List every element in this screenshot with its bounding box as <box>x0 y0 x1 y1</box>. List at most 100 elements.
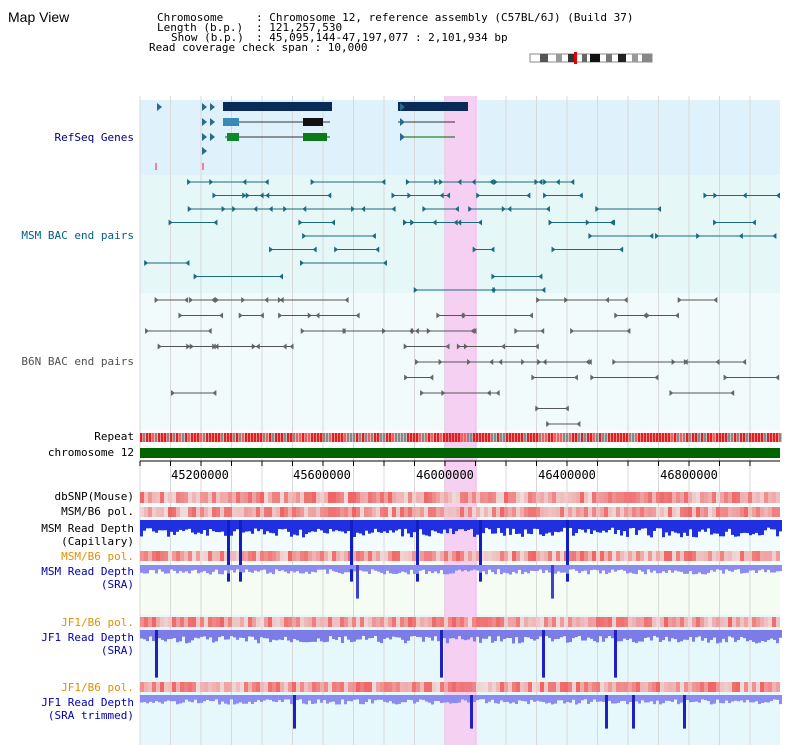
jf1-sra-depth-bar <box>152 630 155 642</box>
jf1-b6-pol-heat-cell <box>624 617 628 627</box>
repeat-block <box>695 433 698 442</box>
msm-b6-pol-heat-cell <box>208 507 212 517</box>
jf1-b6-pol2-heat-cell <box>672 682 676 692</box>
msm-capillary-depth-bar <box>467 520 470 530</box>
jf1-b6-pol-heat-cell <box>436 617 440 627</box>
msm-bac-end <box>410 219 415 226</box>
jf1-b6-pol2-heat-cell <box>328 682 332 692</box>
msm-b6-pol2-heat-cell <box>648 551 652 561</box>
msm-b6-pol-heat-cell <box>556 507 560 517</box>
jf1-b6-pol2-heat-cell <box>460 682 464 692</box>
jf1-trim-depth-bar <box>470 695 473 729</box>
dbsnp-heat-cell <box>664 492 668 503</box>
msm-capillary-depth-bar <box>425 520 428 536</box>
jf1-b6-pol2-heat-cell <box>508 682 512 692</box>
jf1-sra-depth-bar <box>740 630 743 637</box>
repeat-block <box>152 433 155 442</box>
dbsnp-heat-cell <box>216 492 220 503</box>
repeat-block <box>149 433 152 442</box>
msm-b6-pol-heat-cell <box>724 507 728 517</box>
jf1-b6-pol2-heat-cell <box>416 682 420 692</box>
msm-bac-end <box>375 246 380 253</box>
msm-bac-end <box>578 192 583 199</box>
msm-capillary-depth-bar <box>398 520 401 530</box>
msm-capillary-depth-bar <box>650 520 653 538</box>
msm-sra-depth-bar <box>212 565 215 572</box>
jf1-sra-depth-bar <box>770 630 773 639</box>
b6n-bac-end <box>207 328 212 334</box>
msm-b6-pol2-heat-cell <box>512 551 516 561</box>
jf1-sra-depth-bar <box>191 630 194 641</box>
jf1-b6-pol-heat-cell <box>676 617 680 627</box>
msm-sra-depth-bar <box>443 565 446 575</box>
repeat-block <box>143 433 146 442</box>
msm-sra-depth-bar <box>734 565 737 570</box>
b6n-bac-end <box>157 343 162 350</box>
msm-b6-pol2-heat-cell <box>156 551 160 561</box>
msm-sra-depth-bar <box>647 565 650 570</box>
msm-b6-pol-heat-cell <box>712 507 716 517</box>
dbsnp-heat-cell <box>716 492 720 503</box>
msm-b6-pol2-heat-cell <box>148 551 152 561</box>
b6n-bac-end <box>645 312 650 319</box>
msm-sra-depth-bar <box>581 565 584 572</box>
label-dbsnp: dbSNP(Mouse) <box>55 490 134 503</box>
msm-sra-depth-bar <box>449 565 452 574</box>
msm-capillary-depth-bar <box>308 520 311 533</box>
msm-capillary-depth-bar <box>719 520 722 537</box>
msm-b6-pol2-heat-cell <box>264 551 268 561</box>
jf1-sra-depth-bar <box>302 630 305 643</box>
msm-b6-pol-heat-cell <box>592 507 596 517</box>
msm-capillary-depth-bar <box>212 520 215 532</box>
repeat-block <box>428 433 431 442</box>
msm-sra-depth-bar <box>314 565 317 573</box>
repeat-block <box>380 433 383 442</box>
msm-bac-end <box>278 273 283 280</box>
msm-sra-depth-bar <box>776 565 779 572</box>
dbsnp-heat-cell <box>320 492 324 503</box>
jf1-trim-depth-bar <box>443 695 446 703</box>
msm-capillary-depth-bar <box>698 520 701 532</box>
msm-sra-depth-bar <box>326 565 329 574</box>
repeat-block <box>257 433 260 442</box>
msm-b6-pol-heat-cell <box>524 507 528 517</box>
jf1-sra-depth-bar <box>524 630 527 637</box>
msm-bac-end <box>221 206 226 212</box>
dbsnp-heat-cell <box>316 492 320 503</box>
repeat-block <box>410 433 413 442</box>
jf1-sra-depth-bar <box>428 630 431 638</box>
msm-b6-pol2-heat-cell <box>360 551 364 561</box>
dbsnp-heat-cell <box>484 492 488 503</box>
msm-capillary-depth-bar <box>449 520 452 529</box>
msm-sra-depth-bar <box>242 565 245 573</box>
dbsnp-heat-cell <box>444 492 448 503</box>
jf1-trim-depth-bar <box>698 695 701 703</box>
chromosome-ideogram[interactable] <box>529 52 653 64</box>
msm-capillary-depth-bar <box>422 520 425 535</box>
jf1-trim-depth-bar <box>680 695 683 703</box>
jf1-sra-depth-bar <box>170 630 173 639</box>
repeat-block <box>284 433 287 442</box>
msm-b6-pol-heat-cell <box>596 507 600 517</box>
jf1-b6-pol-heat-cell <box>180 617 184 627</box>
msm-sra-depth-bar <box>572 565 575 570</box>
msm-bac-end <box>545 206 550 212</box>
repeat-block <box>422 433 425 442</box>
msm-bac-end <box>501 206 506 212</box>
dbsnp-heat-cell <box>624 492 628 503</box>
jf1-sra-depth-bar <box>518 630 521 644</box>
msm-bac-end <box>751 219 756 226</box>
msm-bac-end <box>334 246 339 253</box>
jf1-trim-depth-bar <box>572 695 575 700</box>
msm-capillary-depth-bar <box>554 520 557 532</box>
jf1-sra-depth-bar <box>698 630 701 637</box>
dbsnp-heat-cell <box>236 492 240 503</box>
jf1-b6-pol-heat-cell <box>764 617 768 627</box>
jf1-b6-pol-heat-cell <box>300 617 304 627</box>
jf1-b6-pol2-heat-cell <box>408 682 412 692</box>
msm-b6-pol2-heat-cell <box>528 551 532 561</box>
dbsnp-heat-cell <box>228 492 232 503</box>
dbsnp-heat-cell <box>168 492 172 503</box>
refseq-marker <box>155 163 157 170</box>
dbsnp-heat-cell <box>548 492 552 503</box>
